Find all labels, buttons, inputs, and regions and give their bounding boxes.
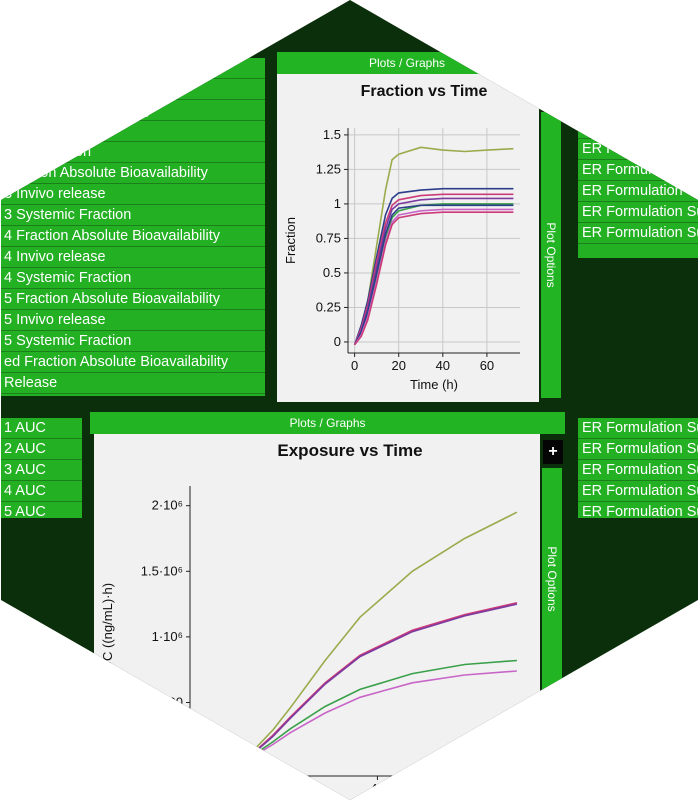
list-item[interactable]: ER Formulation Su [578, 460, 698, 481]
x-tick-label: 20 [391, 358, 405, 373]
plots-graphs-header-bottom: Plots / Graphs [90, 412, 565, 434]
list-item[interactable]: 3 Systemic Fraction [1, 205, 265, 226]
exposure-plot-panel: Exposure vs Time 0 20 40 60 0 500000 1·10⁶ 1.5·1… [94, 434, 540, 800]
y-axis-label: AUC ((ng/mL)·h) [100, 583, 115, 679]
list-item[interactable]: 4 Fraction Absolute Bioavailability [1, 226, 265, 247]
list-item[interactable]: ER Formulation Su [578, 481, 698, 502]
list-item[interactable]: 4 Systemic Fraction [1, 268, 265, 289]
y-tick-label: 0.75 [316, 230, 341, 245]
list-item[interactable]: ed Fraction Absolute Bioavailability [1, 352, 265, 373]
list-item[interactable]: 1 AUC [1, 418, 82, 439]
output-list-right-bottom: ER Formulation Su ER Formulation Su ER For… [578, 418, 698, 518]
y-tick-label: 1.25 [316, 161, 341, 176]
series-line [203, 670, 517, 769]
list-item[interactable]: ER Formulation Su [578, 202, 698, 223]
list-item[interactable]: 5 Invivo release [1, 310, 265, 331]
list-item[interactable]: 2 AUC [1, 439, 82, 460]
series-line [353, 203, 514, 346]
list-item[interactable]: 5 AUC [1, 502, 82, 518]
list-item[interactable]: ER Formulation Su [578, 439, 698, 460]
x-tick-label: 0 [199, 781, 206, 796]
list-item[interactable]: Release [1, 373, 265, 394]
y-tick-label: 1.5 [323, 127, 341, 142]
x-tick-label: 60 [480, 358, 494, 373]
exposure-vs-time-chart: Exposure vs Time 0 20 40 60 0 500000 1·10⁶ 1.5·1… [100, 441, 530, 796]
list-item[interactable] [1, 79, 265, 100]
series-line [353, 204, 514, 346]
list-item[interactable]: 5 Fraction Absolute Bioavailability [1, 289, 265, 310]
series-line [202, 511, 518, 769]
y-tick-label: 1 [334, 196, 341, 211]
list-item[interactable]: 4 AUC [1, 481, 82, 502]
series-line [202, 602, 518, 769]
x-tick-label: 0 [351, 358, 358, 373]
y-tick-label: 500000 [140, 695, 183, 710]
list-item[interactable]: ER Formulation Su [578, 418, 698, 439]
plot-options-label: Plot Options [545, 546, 559, 612]
x-tick-label: 60 [457, 781, 471, 796]
y-axis-label: Fraction [283, 217, 298, 264]
output-list-right-top: ER F ER Formulation Su ER Formulation S ER … [578, 118, 698, 258]
list-item[interactable]: 4 Invivo release [1, 247, 265, 268]
y-tick-label: 0 [176, 760, 183, 775]
list-item[interactable]: 3 AUC [1, 460, 82, 481]
fraction-vs-time-chart: Fraction vs Time 0 20 40 60 0 0.25 0.5 0.75 1 1.25… [283, 83, 520, 392]
fraction-plot-panel: Fraction vs Time 0 20 40 60 0 0.25 0.5 0.75 1 1.25… [277, 74, 539, 402]
list-item[interactable]: ER Formulation Su [578, 223, 698, 244]
list-item[interactable] [578, 118, 698, 139]
x-tick-label: 20 [283, 781, 297, 796]
y-tick-label: 1.5·10⁶ [141, 563, 183, 578]
list-item[interactable]: ER Formulation Su [578, 160, 698, 181]
list-item[interactable]: ER Formulation Su [578, 502, 698, 518]
series-line [353, 193, 514, 345]
plot-options-label: Plot Options [544, 222, 558, 288]
list-item[interactable]: ER F [578, 139, 698, 160]
y-tick-label: 0.5 [323, 265, 341, 280]
y-tick-label: 2·10⁶ [152, 498, 183, 513]
x-tick-label: 40 [370, 781, 384, 796]
list-item[interactable]: Absolute Bioavailability [1, 100, 265, 121]
x-axis-label: Time (h) [410, 377, 458, 392]
x-tick-label: 40 [436, 358, 450, 373]
series-line [353, 208, 514, 346]
y-tick-label: 0.25 [316, 299, 341, 314]
list-item[interactable] [1, 58, 265, 79]
chart-title: Exposure vs Time [277, 441, 422, 460]
list-item[interactable]: 3 Invivo release [1, 184, 265, 205]
y-tick-label: 1·10⁶ [152, 629, 183, 644]
plot-options-tab-bottom[interactable]: Plot Options [542, 468, 562, 690]
series-line [202, 603, 518, 769]
series-line [353, 211, 514, 346]
y-tick-label: 0 [334, 334, 341, 349]
list-item[interactable]: release [1, 121, 265, 142]
list-item[interactable]: Fraction Absolute Bioavailability [1, 163, 265, 184]
plots-graphs-header-top: Plots / Graphs [277, 52, 537, 74]
plot-options-tab-top[interactable]: Plot Options [541, 112, 561, 398]
series-line [353, 187, 514, 345]
list-item[interactable]: emic Fraction [1, 142, 265, 163]
list-item[interactable]: ER Formulation S [578, 181, 698, 202]
auc-list: 1 AUC 2 AUC 3 AUC 4 AUC 5 AUC [1, 418, 82, 518]
add-plot-button[interactable]: + [543, 440, 563, 464]
series-line [203, 659, 517, 769]
output-list-left: Absolute Bioavailability release emic Frac… [1, 58, 265, 396]
chart-title: Fraction vs Time [361, 83, 488, 100]
list-item[interactable]: 5 Systemic Fraction [1, 331, 265, 352]
